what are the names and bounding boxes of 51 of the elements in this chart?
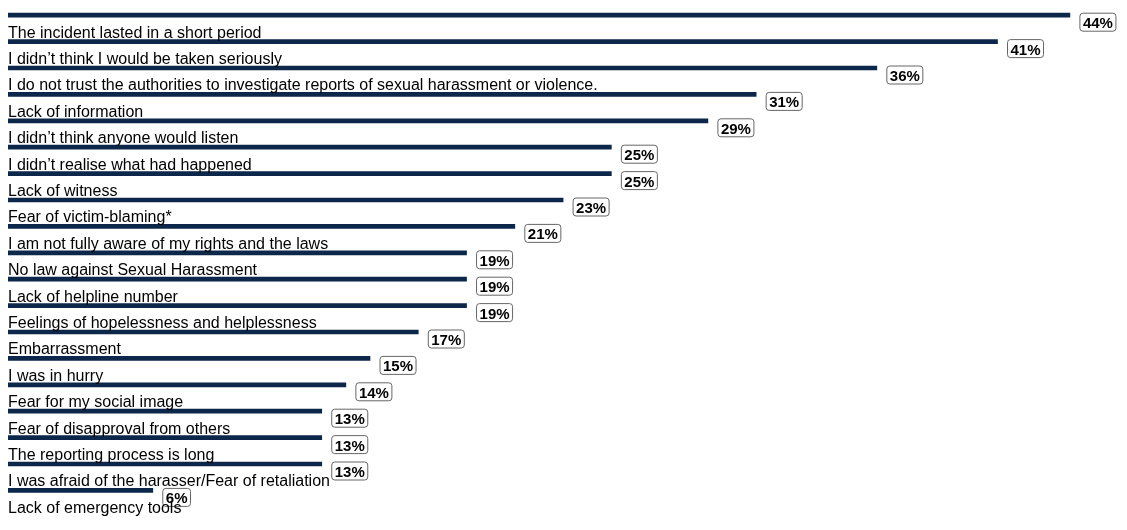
bar [8, 171, 612, 176]
data-label: 36% [889, 67, 920, 84]
data-label: 19% [479, 251, 510, 269]
y-tick-label: Fear of victim-blaming* [8, 208, 172, 226]
data-label: 13% [334, 436, 365, 454]
data-label: 21% [527, 225, 558, 243]
data-label: 41% [1010, 40, 1041, 58]
y-tick-label: Feelings of hopelessness and helplessness [8, 314, 317, 331]
y-tick-label: Fear for my social image [8, 393, 184, 411]
y-tick-label: I do not trust the authorities to investigate reports of sexual harassment or violence. [8, 76, 598, 94]
y-tick-label: I didn’t think anyone would listen [8, 129, 239, 147]
data-label: 15% [383, 357, 414, 375]
data-label: 14% [358, 383, 389, 401]
y-tick-label: Embarrassment [8, 340, 122, 358]
data-label: 25% [624, 146, 655, 164]
bar [8, 92, 757, 97]
bar [8, 382, 347, 388]
data-label: 29% [720, 119, 751, 137]
y-tick-label: The incident lasted in a short period [8, 23, 262, 41]
y-tick-label: Lack of witness [8, 182, 118, 199]
bar [8, 276, 467, 282]
y-tick-label: No law against Sexual Harassment [8, 261, 258, 279]
data-label: 13% [334, 410, 365, 428]
bar [8, 408, 323, 414]
data-label: 23% [576, 199, 607, 216]
bar [8, 303, 467, 308]
y-tick-label: I didn’t realise what had happened [8, 155, 252, 173]
bar [8, 12, 1071, 18]
data-label: 17% [431, 331, 462, 348]
data-label: 44% [1082, 14, 1113, 32]
data-label: 19% [479, 304, 510, 322]
bar [8, 250, 467, 256]
y-tick-label: I am not fully aware of my rights and the laws [8, 234, 329, 252]
y-tick-label: I was in hurry [8, 366, 104, 384]
data-label: 13% [334, 463, 365, 480]
bar [8, 39, 998, 44]
bar [8, 435, 323, 440]
y-tick-label: I didn’t think I would be taken seriously [8, 50, 282, 67]
bar [8, 118, 709, 124]
bar [8, 488, 154, 493]
y-tick-label: Lack of information [8, 102, 144, 120]
bar [8, 144, 612, 150]
data-label: 25% [624, 172, 655, 190]
data-label: 31% [769, 93, 800, 111]
data-label: 19% [479, 278, 510, 296]
y-tick-label: I was afraid of the harasser/Fear of retaliation [8, 472, 330, 490]
y-tick-label: Fear of disapproval from others [8, 419, 231, 437]
bar [8, 356, 371, 361]
y-tick-label: Lack of helpline number [8, 287, 179, 305]
bar [8, 224, 516, 229]
y-tick-label: The reporting process is long [8, 446, 215, 463]
